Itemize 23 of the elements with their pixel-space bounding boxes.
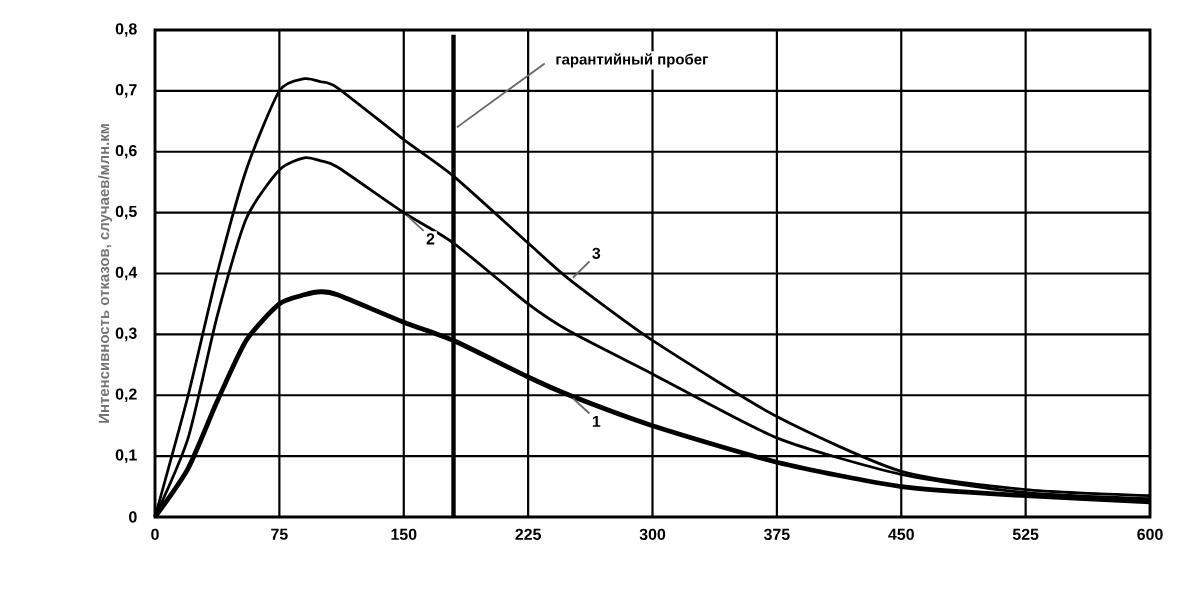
y-tick-label: 0,4 bbox=[115, 266, 138, 281]
y-tick-label: 0,5 bbox=[115, 205, 137, 220]
y-axis-title: Интенсивность отказов, случаев/млн.км bbox=[98, 124, 113, 423]
y-tick-label: 0,3 bbox=[115, 327, 137, 342]
y-tick-label: 0,1 bbox=[115, 449, 137, 463]
y-tick-label: 0,8 bbox=[115, 23, 137, 37]
y-tick-label: 0 bbox=[129, 511, 137, 523]
series-label: 2 bbox=[426, 233, 435, 245]
series-label: 1 bbox=[592, 415, 601, 427]
x-tick-label: 600 bbox=[1137, 528, 1163, 540]
x-tick-label: 375 bbox=[763, 528, 790, 541]
y-tick-label: 0,6 bbox=[115, 144, 137, 159]
y-tick-label: 0,7 bbox=[115, 84, 137, 98]
x-tick-label: 225 bbox=[515, 528, 541, 540]
x-tick-label: 75 bbox=[271, 528, 288, 540]
series-label: 3 bbox=[592, 247, 601, 259]
x-tick-label: 450 bbox=[888, 528, 914, 540]
x-tick-label: 150 bbox=[391, 528, 417, 540]
ref-line-label: гарантийный пробег bbox=[556, 53, 708, 68]
y-tick-label: 0,2 bbox=[115, 388, 137, 403]
x-tick-label: 0 bbox=[151, 528, 159, 540]
x-tick-label: 300 bbox=[639, 528, 666, 541]
x-tick-label: 525 bbox=[1012, 528, 1039, 540]
